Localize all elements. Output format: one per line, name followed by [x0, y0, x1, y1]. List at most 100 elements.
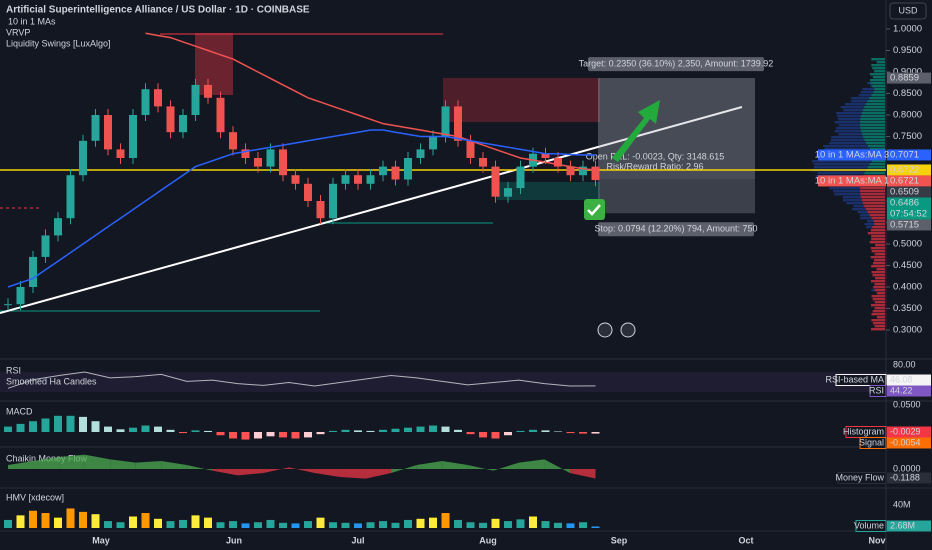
histogram-bar	[91, 421, 100, 432]
indicator-value: -0.0054	[890, 437, 921, 447]
profile-bar	[864, 172, 885, 175]
indicator-name: RSI	[869, 385, 884, 395]
profile-bar	[865, 103, 885, 106]
price-label-name: 10 in 1 MAs:MA 3	[815, 149, 889, 160]
profile-bar	[834, 193, 861, 196]
profile-bar	[871, 250, 885, 253]
position-label-bg	[588, 57, 764, 72]
money-flow-area	[110, 459, 136, 469]
profile-bar	[874, 325, 885, 328]
volume-bar	[316, 517, 325, 528]
profile-bar	[860, 91, 874, 94]
candle	[479, 158, 487, 167]
pane-title: Chaikin Money Flow	[6, 453, 88, 463]
currency-button[interactable]	[889, 2, 927, 20]
histogram-bar	[154, 426, 162, 432]
price-label: 0.8859	[890, 73, 919, 84]
price-label-bg	[887, 175, 931, 187]
volume-bar	[254, 522, 262, 528]
value-box	[887, 426, 931, 438]
volume-bar	[4, 519, 12, 528]
profile-bar	[860, 127, 885, 130]
position-label: Stop: 0.0794 (12.20%) 794, Amount: 750	[594, 224, 757, 234]
candle	[266, 149, 275, 167]
profile-bar	[866, 142, 885, 145]
volume-bar	[291, 523, 300, 528]
histogram-bar	[341, 429, 350, 432]
price-label: 0.6721	[890, 175, 919, 186]
y-tick-label: 0.8500	[893, 88, 922, 99]
histogram-bar	[404, 427, 412, 432]
candle	[404, 158, 412, 180]
volume-bar	[379, 521, 387, 528]
histogram-bar	[554, 431, 562, 432]
volume-bar	[516, 519, 525, 528]
histogram-bar	[266, 432, 275, 437]
profile-bar	[836, 112, 862, 115]
volume-bar	[566, 523, 575, 528]
volume-bar	[154, 518, 162, 528]
money-flow-area	[340, 469, 366, 479]
profile-bar	[872, 262, 885, 265]
profile-bar	[860, 187, 885, 190]
indicator-name: Money Flow	[835, 472, 884, 482]
price-axis: 1.00000.95000.90000.85000.80000.75000.60…	[815, 24, 931, 336]
profile-bar	[872, 274, 885, 277]
money-flow-area	[59, 454, 85, 469]
volume-bar	[229, 521, 237, 528]
profile-bar	[851, 97, 870, 100]
y-tick-label: 1.0000	[893, 24, 922, 35]
volume-bar	[79, 511, 87, 528]
profile-bar	[870, 229, 885, 232]
profile-bar	[871, 265, 885, 268]
volume-bar	[91, 514, 100, 528]
histogram-bar	[379, 429, 387, 432]
position-label: Target: 0.2350 (36.10%) 2,350, Amount: 1…	[579, 58, 774, 68]
x-tick-label: Jun	[226, 535, 242, 545]
x-tick-label: Aug	[479, 535, 497, 545]
profile-bar	[869, 163, 885, 166]
profile-bar	[865, 208, 885, 211]
candle	[191, 84, 200, 115]
profile-bar	[862, 88, 875, 91]
volume-bar	[479, 522, 487, 528]
indicator-value: 46.08	[890, 374, 913, 384]
profile-bar	[872, 298, 885, 301]
price-label-bg	[887, 197, 931, 220]
money-flow-area	[8, 461, 34, 469]
money-flow-area	[314, 469, 341, 477]
histogram-bar	[4, 426, 12, 432]
volume-bar	[491, 518, 500, 528]
candle	[316, 201, 325, 219]
money-flow-area	[391, 465, 417, 473]
profile-bar	[874, 223, 885, 226]
volume-bar	[579, 522, 587, 528]
histogram-bar	[329, 430, 337, 432]
profile-bar	[837, 118, 861, 121]
x-tick-label: Oct	[738, 535, 753, 545]
profile-bar	[864, 205, 885, 208]
money-flow-area	[416, 461, 443, 469]
candle	[566, 166, 575, 176]
candle	[79, 140, 87, 176]
indicator-name: RSI-based MA	[825, 374, 884, 384]
event-icon	[597, 322, 613, 338]
histogram-bar	[16, 423, 25, 432]
histogram-bar	[591, 432, 600, 434]
histogram-bar	[191, 430, 200, 432]
volume-bar	[391, 522, 400, 528]
price-label: 0.6486	[890, 197, 919, 208]
indicator-name: Volume	[854, 520, 884, 530]
profile-bar	[860, 214, 870, 217]
x-tick-label: Sep	[611, 535, 628, 545]
profile-bar	[817, 172, 865, 175]
candle	[504, 188, 512, 197]
price-label-name-bg	[818, 149, 886, 161]
profile-bar	[875, 244, 885, 247]
y-tick-label: 0.3000	[893, 325, 922, 336]
value-name-bg	[835, 374, 887, 386]
money-flow-area	[518, 459, 545, 469]
profile-bar	[871, 217, 885, 220]
currency[interactable]: USD	[898, 5, 918, 15]
profile-bar	[874, 301, 885, 304]
